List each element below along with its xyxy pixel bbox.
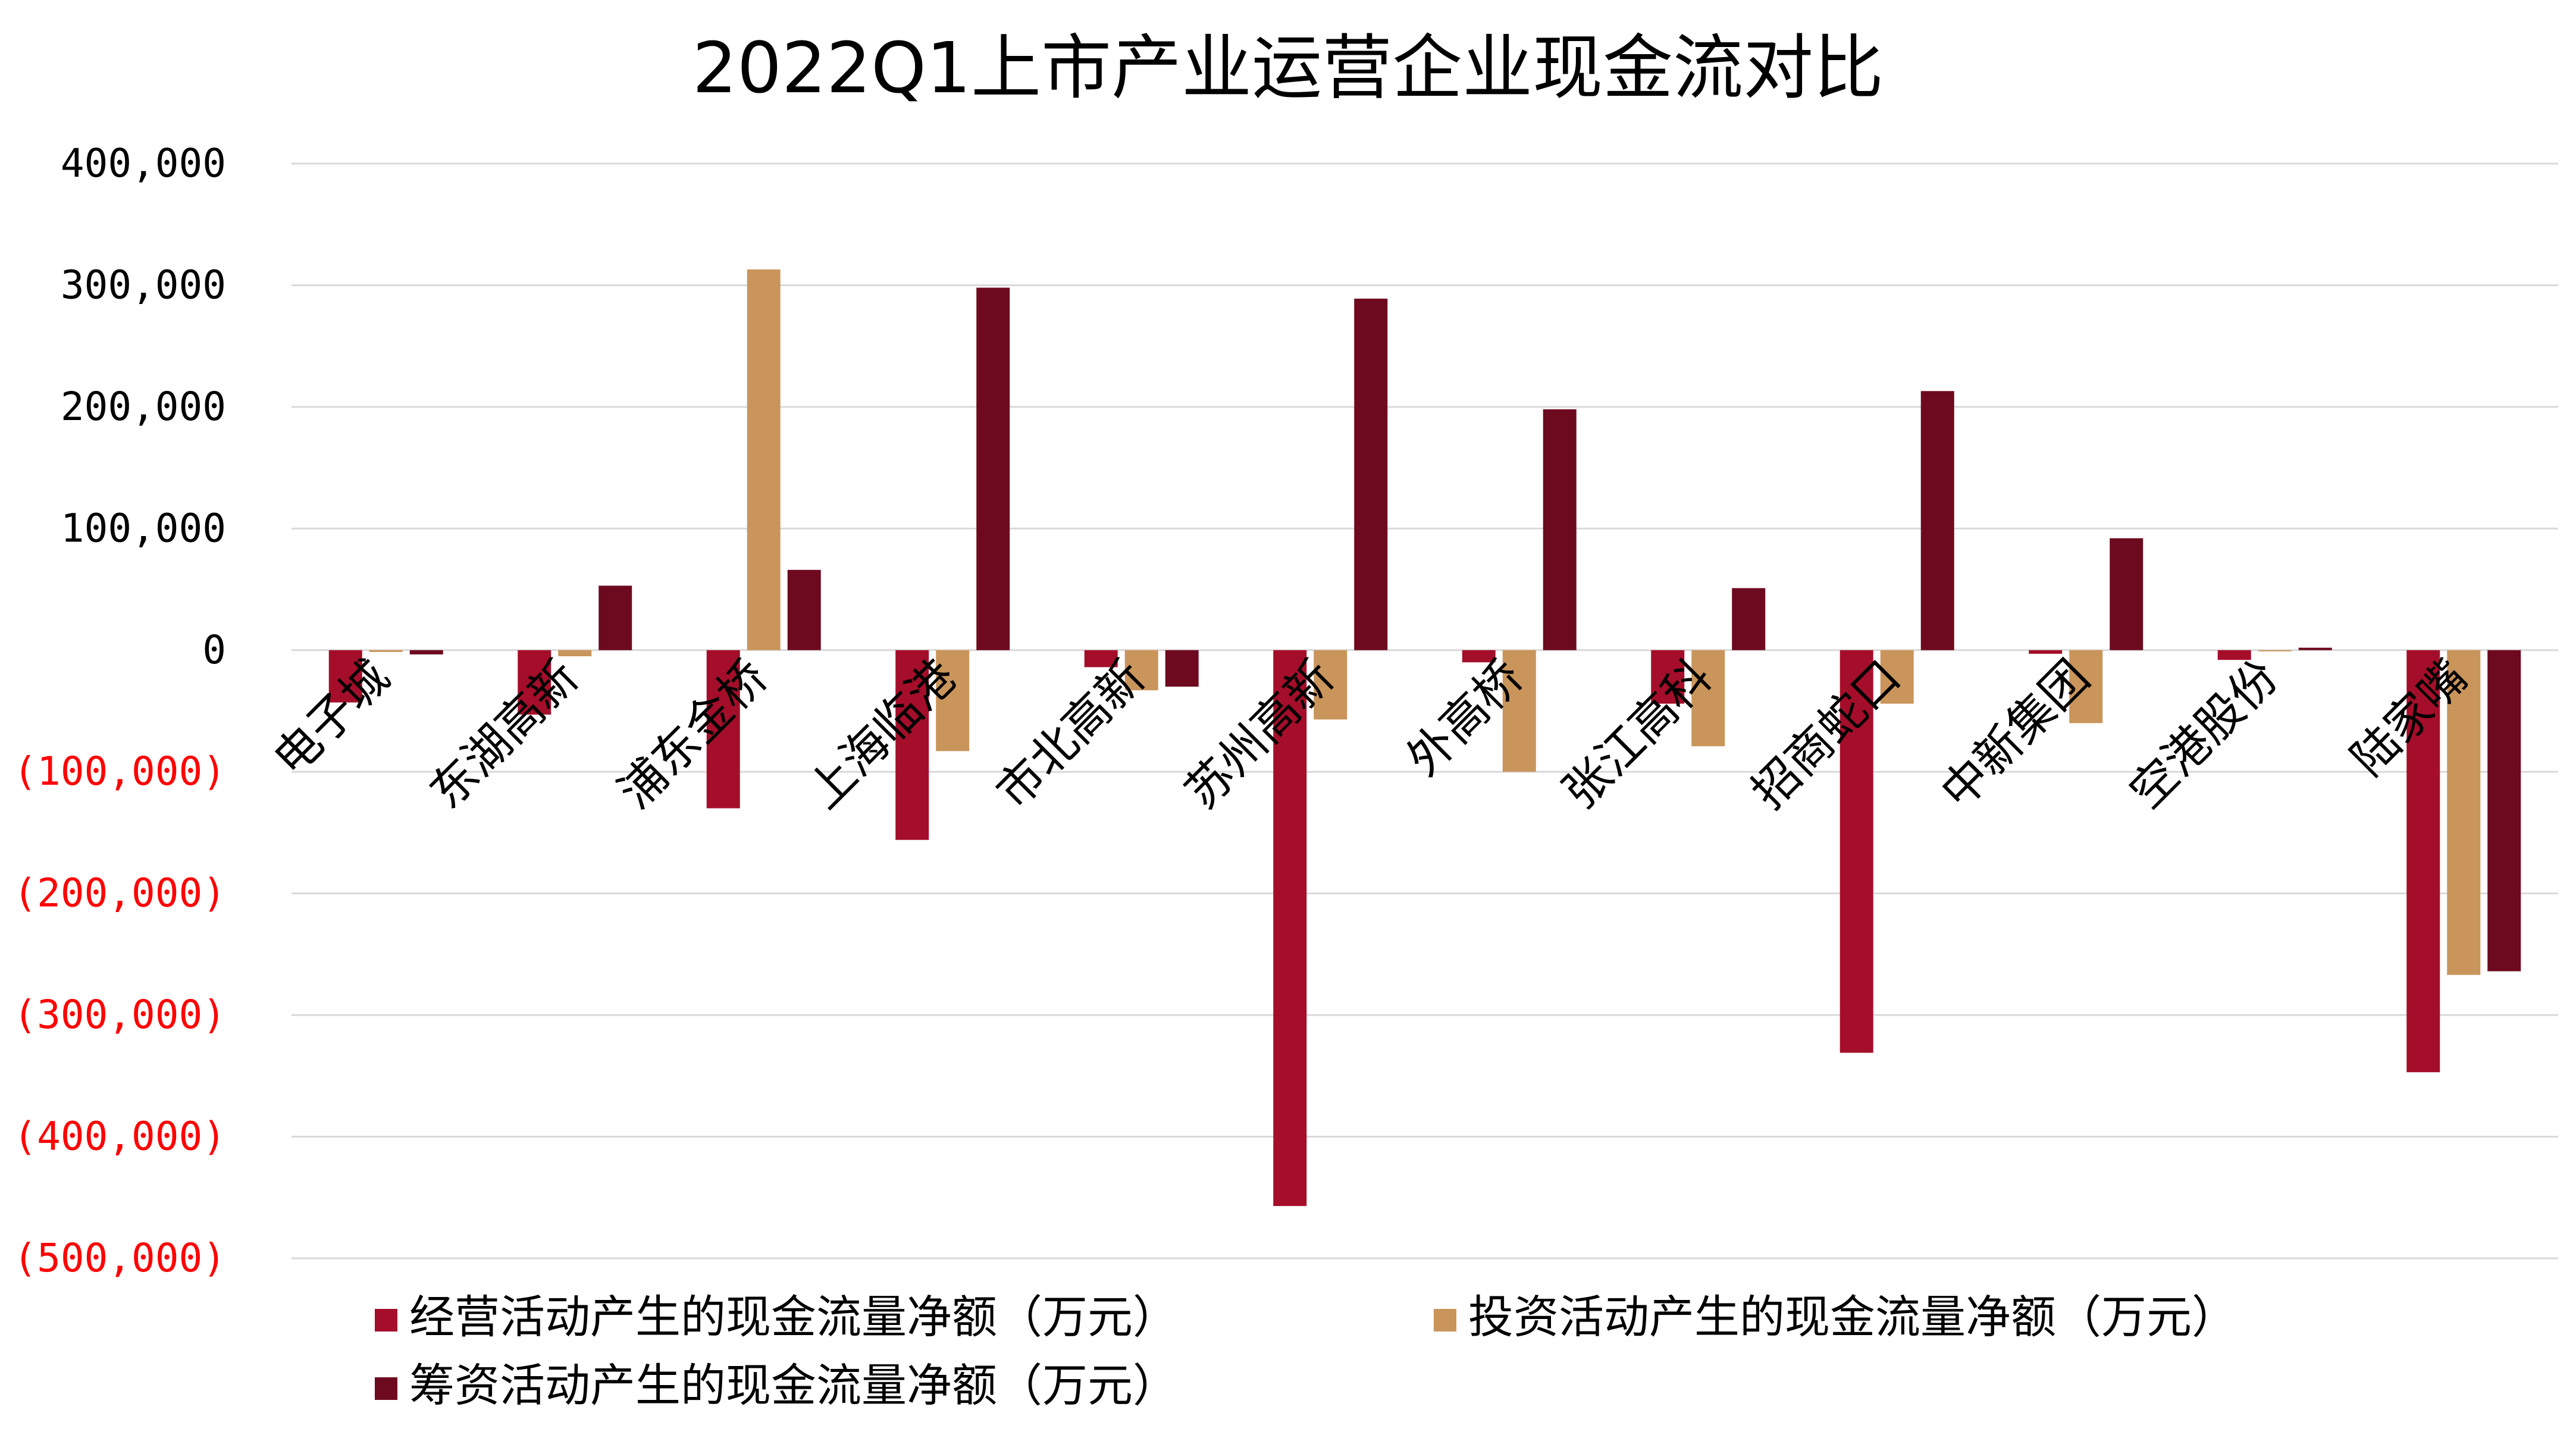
category-label: 空港股份 bbox=[2120, 650, 2289, 819]
bar-series-1-2 bbox=[518, 650, 551, 715]
legend-label-1: 经营活动产生的现金流量净额（万元） bbox=[409, 1290, 1178, 1343]
bar-series-3-8 bbox=[1732, 588, 1766, 650]
bar-series-1-5 bbox=[1084, 650, 1118, 668]
category-label: 招商蛇口 bbox=[1742, 650, 1911, 819]
bar-series-1-11 bbox=[2217, 650, 2251, 660]
y-tick-label: (400,000) bbox=[13, 1114, 226, 1160]
y-tick-label: (200,000) bbox=[13, 870, 226, 916]
bar-series-3-5 bbox=[1165, 650, 1199, 687]
y-tick-label: 0 bbox=[202, 627, 226, 673]
y-tick-label: (500,000) bbox=[13, 1235, 226, 1281]
y-tick-label: 100,000 bbox=[61, 505, 226, 551]
bar-series-3-4 bbox=[976, 287, 1010, 650]
bar-series-3-1 bbox=[409, 650, 443, 654]
legend-swatch-2 bbox=[1434, 1309, 1456, 1332]
category-label: 中新集团 bbox=[1931, 650, 2099, 819]
bar-series-3-12 bbox=[2487, 650, 2521, 972]
bar-series-1-4 bbox=[895, 650, 929, 840]
bar-series-2-4 bbox=[936, 650, 970, 751]
bars bbox=[328, 269, 2521, 1207]
bar-series-3-2 bbox=[598, 585, 632, 650]
bar-series-2-3 bbox=[747, 269, 781, 650]
bar-series-1-3 bbox=[706, 650, 740, 809]
bar-series-3-11 bbox=[2298, 647, 2332, 650]
legend: 经营活动产生的现金流量净额（万元） 投资活动产生的现金流量净额（万元） 筹资活动产生… bbox=[375, 1290, 2237, 1412]
legend-swatch-3 bbox=[375, 1377, 397, 1400]
bar-series-3-3 bbox=[787, 569, 821, 650]
gridlines bbox=[292, 162, 2558, 1260]
legend-label-3: 筹资活动产生的现金流量净额（万元） bbox=[409, 1359, 1178, 1412]
y-tick-label: 400,000 bbox=[61, 140, 226, 186]
bar-series-2-7 bbox=[1502, 650, 1536, 772]
category-label: 东湖高新 bbox=[419, 650, 588, 819]
bar-series-2-9 bbox=[1880, 650, 1914, 704]
bar-series-1-7 bbox=[1462, 650, 1496, 663]
bar-series-1-10 bbox=[2029, 650, 2063, 654]
bar-series-1-12 bbox=[2406, 650, 2440, 1073]
bar-series-3-6 bbox=[1354, 298, 1388, 650]
bar-series-3-9 bbox=[1920, 391, 1954, 650]
bar-series-1-6 bbox=[1273, 650, 1307, 1207]
bar-series-2-1 bbox=[369, 650, 403, 652]
bar-series-1-8 bbox=[1651, 650, 1685, 704]
category-label: 浦东金桥 bbox=[609, 650, 778, 819]
chart-title: 2022Q1上市产业运营企业现金流对比 bbox=[692, 27, 1884, 109]
y-tick-label: 200,000 bbox=[61, 384, 226, 430]
bar-series-3-7 bbox=[1543, 409, 1577, 650]
category-label: 苏州高新 bbox=[1175, 650, 1344, 819]
y-tick-label: 300,000 bbox=[61, 262, 226, 308]
bar-series-2-12 bbox=[2447, 650, 2481, 975]
bar-series-2-8 bbox=[1691, 650, 1725, 747]
bar-series-2-11 bbox=[2258, 650, 2292, 651]
category-labels: 电子城 东湖高新 浦东金桥 上海临港 市北高新 苏州高新 外高桥 张江高科 招商蛇口 中新集团 空港… bbox=[264, 650, 2478, 819]
category-label: 市北高新 bbox=[986, 650, 1155, 819]
y-axis-tick-labels: 400,000 300,000 200,000 100,000 0 (100,000) (2… bbox=[13, 140, 226, 1281]
bar-series-1-1 bbox=[328, 650, 362, 703]
bar-series-2-6 bbox=[1314, 650, 1347, 720]
bar-series-3-10 bbox=[2110, 538, 2143, 650]
bar-series-2-10 bbox=[2069, 650, 2103, 723]
legend-label-2: 投资活动产生的现金流量净额（万元） bbox=[1468, 1290, 2237, 1343]
y-tick-label: (100,000) bbox=[13, 748, 226, 794]
legend-swatch-1 bbox=[375, 1309, 397, 1332]
bar-series-1-9 bbox=[1839, 650, 1873, 1053]
bar-series-2-2 bbox=[558, 650, 592, 656]
bar-series-2-5 bbox=[1124, 650, 1158, 691]
y-tick-label: (300,000) bbox=[13, 992, 226, 1038]
